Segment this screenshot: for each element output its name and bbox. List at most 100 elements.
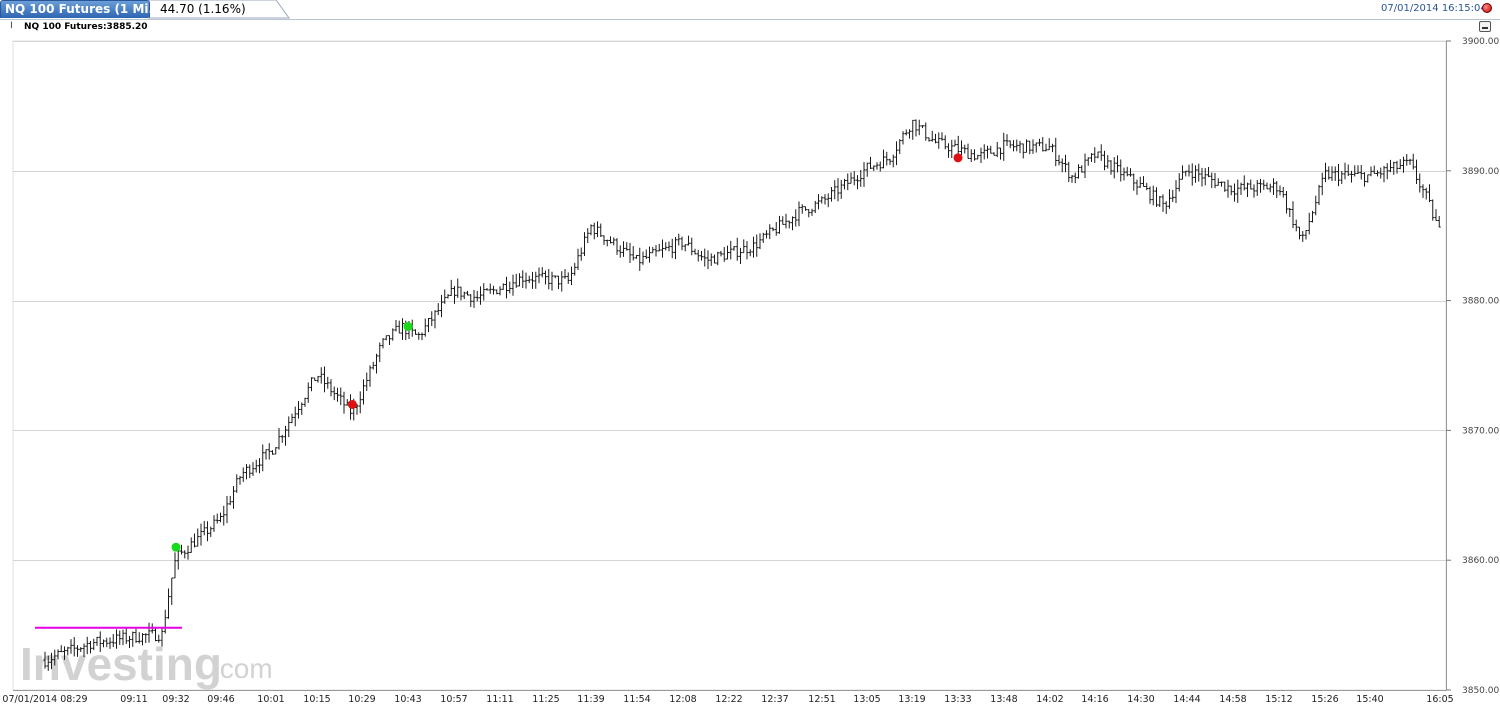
ohlc-bar <box>1343 162 1347 180</box>
ohlc-bar <box>1109 160 1113 175</box>
watermark-brand: Investing <box>20 638 222 690</box>
ohlc-bar <box>875 162 879 170</box>
ohlc-bar <box>287 416 291 438</box>
ohlc-bar <box>1200 167 1204 187</box>
ohlc-bar <box>940 132 944 141</box>
ohlc-bar <box>124 627 128 645</box>
ohlc-bar <box>72 637 76 657</box>
ohlc-bar <box>1255 179 1259 196</box>
ohlc-bar <box>222 505 226 526</box>
grid-lines <box>12 40 1447 691</box>
ohlc-bar <box>1382 166 1386 183</box>
ohlc-bar <box>1398 159 1402 170</box>
ohlc-bar <box>514 273 518 288</box>
ohlc-bar <box>534 271 538 289</box>
ohlc-bar <box>1080 165 1084 173</box>
ohlc-bar <box>440 294 443 318</box>
ohlc-bar <box>774 221 778 236</box>
ohlc-bar <box>1337 163 1340 187</box>
ohlc-bar <box>1190 163 1194 186</box>
status-indicator-icon[interactable] <box>1482 3 1492 13</box>
ohlc-bar <box>1054 137 1058 167</box>
ohlc-bar <box>329 379 333 397</box>
ohlc-bar <box>1376 170 1379 177</box>
ohlc-bar <box>557 275 560 290</box>
ohlc-bar <box>657 243 661 252</box>
ohlc-bar <box>599 223 603 237</box>
ohlc-bar <box>1025 139 1028 153</box>
ohlc-bar <box>1119 159 1123 182</box>
ohlc-bar <box>995 141 999 158</box>
ohlc-bar <box>1177 173 1181 192</box>
ohlc-bar <box>1418 173 1422 193</box>
ohlc-bar <box>791 216 794 231</box>
ohlc-bar <box>937 132 941 149</box>
ohlc-bar <box>479 286 482 305</box>
ohlc-bar <box>1106 155 1110 169</box>
ohlc-bar <box>378 342 382 363</box>
ohlc-bar <box>878 161 882 172</box>
ohlc-bar <box>862 162 866 187</box>
ohlc-bar <box>1096 151 1100 159</box>
ohlc-bar <box>303 397 307 407</box>
ohlc-bar <box>638 247 642 271</box>
ohlc-bar <box>1174 180 1178 204</box>
ohlc-bar <box>1125 166 1129 177</box>
ohlc-bar <box>336 387 339 402</box>
ohlc-bar <box>1129 168 1132 177</box>
ohlc-bar <box>147 622 151 643</box>
ohlc-bar <box>284 425 287 446</box>
ohlc-bar <box>1239 182 1243 195</box>
ohlc-bar <box>729 240 733 260</box>
ohlc-bar <box>566 272 570 284</box>
ohlc-bar <box>1197 163 1201 182</box>
x-tick-label: 15:12 <box>1265 694 1292 705</box>
ohlc-bar <box>752 236 755 258</box>
ohlc-bar <box>882 149 885 169</box>
ohlc-bar <box>466 290 469 296</box>
x-tick-label: 11:25 <box>532 694 559 705</box>
ohlc-bar <box>950 139 954 159</box>
ohlc-bar <box>251 462 255 476</box>
ohlc-bar <box>417 332 421 340</box>
ohlc-bar <box>579 247 583 261</box>
ohlc-bar <box>1142 176 1145 187</box>
ohlc-bar <box>1389 159 1392 173</box>
ohlc-bar <box>706 250 710 270</box>
ohlc-bar <box>176 549 180 570</box>
ohlc-bar <box>1327 166 1331 180</box>
ohlc-bar <box>388 335 391 346</box>
ohlc-bar <box>540 267 544 278</box>
ohlc-bar <box>1363 172 1366 187</box>
x-axis: 07/01/2014 08:29 09:11 09:32 09:46 10:01 10:1… <box>2 690 1454 705</box>
ohlc-bar <box>368 365 372 387</box>
ohlc-bar <box>225 495 229 524</box>
ohlc-bar <box>238 475 242 485</box>
ohlc-bar <box>807 209 811 218</box>
ohlc-bar <box>1158 196 1162 208</box>
x-tick-label: 09:32 <box>162 694 189 705</box>
ohlc-bar <box>537 267 541 284</box>
ohlc-bar <box>1324 162 1327 183</box>
tab-nq100-futures[interactable]: NQ 100 Futures (1 Mi... <box>0 0 162 18</box>
ohlc-bar <box>1038 138 1041 147</box>
ohlc-bar <box>189 537 193 553</box>
ohlc-bar <box>102 639 105 648</box>
ohlc-bar <box>1187 164 1191 177</box>
ohlc-bar <box>1278 185 1282 196</box>
ohlc-bar <box>986 145 989 159</box>
ohlc-bar <box>163 609 167 634</box>
ohlc-bar <box>1067 161 1071 183</box>
ohlc-bar <box>316 375 320 383</box>
ohlc-bar <box>911 119 915 140</box>
ohlc-bar <box>495 289 499 295</box>
minimize-icon[interactable] <box>1479 21 1491 32</box>
ohlc-bar <box>586 228 590 244</box>
ohlc-bar <box>1184 170 1188 177</box>
x-tick-label: 07/01/2014 08:29 <box>2 694 87 705</box>
ohlc-bar <box>960 140 963 156</box>
ohlc-bar <box>979 147 983 163</box>
ohlc-bar <box>141 633 144 646</box>
ohlc-bar <box>420 332 424 341</box>
